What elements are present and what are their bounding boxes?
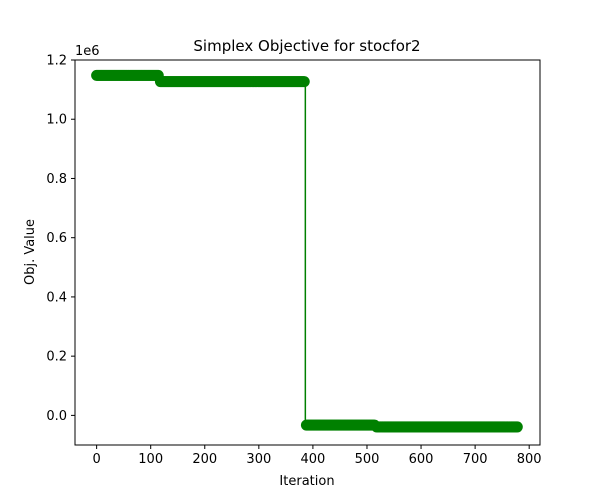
y-tick-label: 1.0 (46, 113, 67, 128)
x-tick-label: 200 (192, 452, 217, 467)
plot-frame (74, 59, 541, 446)
data-point (511, 421, 523, 433)
y-axis: 0.0 0.2 0.4 0.6 0.8 1.0 1.2 (46, 54, 75, 424)
x-tick-label: 100 (138, 452, 163, 467)
y-tick-label: 0.4 (46, 290, 67, 305)
y-tick-label: 0.8 (46, 172, 67, 187)
y-tick-label: 0.0 (46, 409, 67, 424)
y-axis-label: Obj. Value (23, 219, 38, 285)
y-tick-label: 1.2 (46, 54, 67, 69)
x-tick-label: 0 (92, 452, 100, 467)
x-axis: 0 100 200 300 400 500 600 700 800 (92, 445, 542, 467)
x-tick-label: 700 (463, 452, 488, 467)
x-tick-label: 300 (246, 452, 271, 467)
plot-layer (91, 69, 523, 433)
x-tick-label: 800 (517, 452, 542, 467)
y-tick-label: 0.2 (46, 350, 67, 365)
x-tick-label: 500 (355, 452, 380, 467)
y-tick-label: 0.6 (46, 231, 67, 246)
chart-title: Simplex Objective for stocfor2 (193, 37, 420, 55)
x-tick-label: 600 (409, 452, 434, 467)
y-offset-label: 1e6 (75, 44, 100, 59)
x-tick-label: 400 (300, 452, 325, 467)
x-axis-label: Iteration (279, 474, 334, 489)
data-point (298, 76, 310, 88)
